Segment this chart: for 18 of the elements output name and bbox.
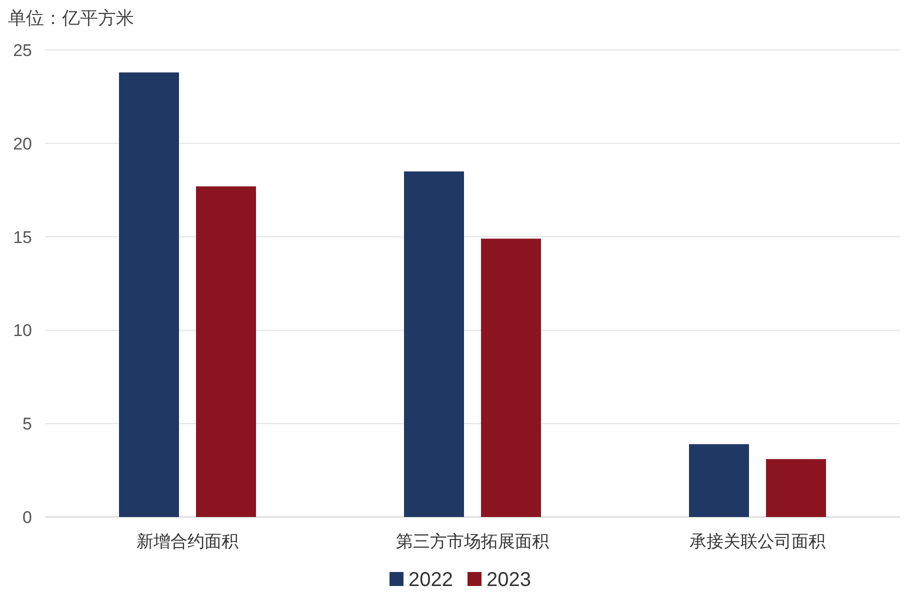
- legend-label: 2023: [486, 569, 531, 591]
- y-tick-label: 15: [13, 228, 32, 247]
- x-tick-label: 第三方市场拓展面积: [396, 532, 549, 551]
- bar: [196, 186, 256, 517]
- y-tick-label: 0: [22, 508, 32, 527]
- bar: [481, 238, 541, 517]
- x-tick-label: 承接关联公司面积: [690, 532, 826, 551]
- bar: [689, 444, 749, 517]
- legend-label: 2022: [408, 569, 453, 591]
- y-tick-label: 10: [13, 321, 32, 340]
- bar: [119, 72, 179, 517]
- x-tick-label: 新增合约面积: [136, 532, 238, 551]
- y-axis-title: 单位：亿平方米: [8, 8, 134, 28]
- y-tick-label: 20: [13, 134, 32, 154]
- bar: [766, 459, 826, 517]
- bar: [404, 171, 464, 517]
- y-tick-label: 25: [13, 41, 32, 60]
- y-tick-label: 5: [22, 414, 32, 434]
